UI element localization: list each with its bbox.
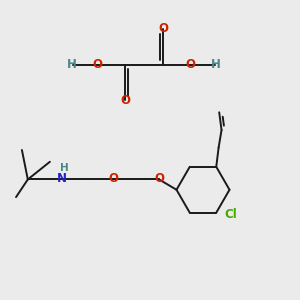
Text: N: N [57, 172, 67, 185]
Text: O: O [186, 58, 196, 70]
Text: O: O [120, 94, 130, 107]
Text: H: H [211, 58, 221, 71]
Text: H: H [60, 163, 68, 173]
Text: Cl: Cl [224, 208, 237, 221]
Text: O: O [158, 22, 168, 35]
Text: O: O [93, 58, 103, 70]
Text: H: H [67, 58, 77, 71]
Text: O: O [108, 172, 118, 185]
Text: O: O [154, 172, 164, 185]
